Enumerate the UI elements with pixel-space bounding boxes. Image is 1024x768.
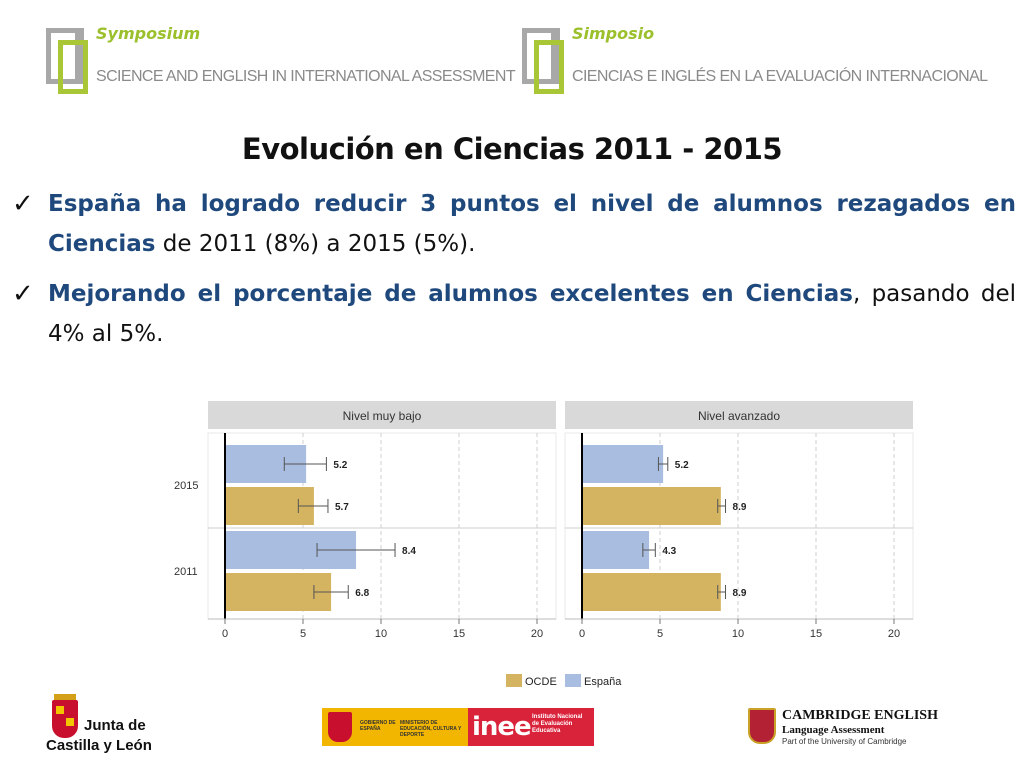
legend-swatch-españa bbox=[565, 674, 581, 687]
jcyl-line2: Castilla y León bbox=[46, 737, 152, 754]
data-label: 4.3 bbox=[662, 546, 676, 557]
bar-españa-2011 bbox=[582, 531, 650, 569]
checkmark-icon: ✓ bbox=[12, 279, 34, 309]
legend-swatch-ocde bbox=[506, 674, 522, 687]
cambridge-english-logo: CAMBRIDGE ENGLISH Language Assessment Pa… bbox=[746, 706, 976, 748]
cambridge-note: Part of the University of Cambridge bbox=[782, 737, 907, 746]
panel-title: Nivel avanzado bbox=[698, 409, 780, 423]
bullet-text: de 2011 (8%) a 2015 (5%). bbox=[155, 231, 476, 257]
cambridge-shield-icon bbox=[748, 708, 776, 744]
cambridge-title: CAMBRIDGE ENGLISH bbox=[782, 708, 938, 723]
x-tick-label: 5 bbox=[657, 628, 663, 640]
inee-wordmark: inee bbox=[472, 712, 532, 742]
bullet-text: , pasando del 4% al 5%. bbox=[48, 281, 1016, 347]
bar-ocde-2015 bbox=[582, 487, 721, 525]
data-label: 8.9 bbox=[733, 502, 747, 513]
x-tick-label: 5 bbox=[300, 628, 306, 640]
logo-square-grey bbox=[522, 28, 560, 84]
data-label: 8.4 bbox=[402, 546, 416, 557]
simposio-logo-es: Simposio CIENCIAS E INGLÉS EN LA EVALUAC… bbox=[520, 24, 988, 94]
category-label-2015: 2015 bbox=[174, 480, 198, 492]
data-label: 8.9 bbox=[733, 588, 747, 599]
inee-logo: inee Instituto Nacional de Evaluación Ed… bbox=[468, 708, 594, 746]
panel-header bbox=[565, 401, 913, 429]
data-label: 6.8 bbox=[355, 588, 369, 599]
symposium-subtitle: SCIENCE AND ENGLISH IN INTERNATIONAL ASS… bbox=[96, 68, 516, 85]
logo-square-green bbox=[58, 40, 88, 94]
x-tick-label: 15 bbox=[810, 628, 822, 640]
gov-text: GOBIERNO DE ESPAÑA bbox=[360, 720, 396, 732]
coat-of-arms-icon bbox=[52, 700, 78, 738]
slide-title: Evolución en Ciencias 2011 - 2015 bbox=[241, 132, 783, 166]
x-tick-label: 20 bbox=[888, 628, 900, 640]
bar-ocde-2011 bbox=[582, 573, 721, 611]
ministry-text: MINISTERIO DE EDUCACIÓN, CULTURA Y DEPOR… bbox=[400, 720, 462, 738]
simposio-subtitle: CIENCIAS E INGLÉS EN LA EVALUACIÓN INTER… bbox=[572, 68, 988, 85]
crown-icon bbox=[54, 694, 76, 700]
jcyl-line1: Junta de bbox=[84, 717, 146, 734]
legend-label-ocde: OCDE bbox=[525, 676, 557, 688]
bullet-bold-text: España ha logrado reducir 3 puntos el ni… bbox=[48, 191, 1016, 257]
inee-fullname: Instituto Nacional de Evaluación Educati… bbox=[532, 714, 583, 734]
bar-ocde-2011 bbox=[225, 573, 332, 611]
panel-header bbox=[208, 401, 556, 429]
x-tick-label: 0 bbox=[222, 628, 228, 640]
bullet-item: ✓ Mejorando el porcentaje de alumnos exc… bbox=[12, 274, 1016, 354]
checkmark-icon: ✓ bbox=[12, 189, 34, 219]
bullet-item: ✓ España ha logrado reducir 3 puntos el … bbox=[12, 184, 1016, 264]
category-label-2011: 2011 bbox=[174, 566, 198, 578]
logo-square-grey bbox=[46, 28, 84, 84]
bullet-list: ✓ España ha logrado reducir 3 puntos el … bbox=[12, 184, 1016, 364]
symposium-title: Symposium bbox=[96, 24, 201, 43]
bullet-bold-text: Mejorando el porcentaje de alumnos excel… bbox=[48, 281, 853, 307]
x-tick-label: 10 bbox=[375, 628, 387, 640]
legend-label-españa: España bbox=[584, 676, 622, 688]
x-tick-label: 20 bbox=[531, 628, 543, 640]
symposium-logo-en: Symposium SCIENCE AND ENGLISH IN INTERNA… bbox=[44, 24, 516, 94]
simposio-title: Simposio bbox=[572, 24, 655, 43]
data-label: 5.7 bbox=[335, 502, 349, 513]
spain-crest-icon bbox=[328, 712, 352, 742]
cambridge-subtitle: Language Assessment bbox=[782, 724, 885, 736]
x-tick-label: 15 bbox=[453, 628, 465, 640]
logo-square-green bbox=[534, 40, 564, 94]
gobierno-espana-logo: GOBIERNO DE ESPAÑA MINISTERIO DE EDUCACI… bbox=[322, 708, 468, 746]
data-label: 5.2 bbox=[675, 460, 689, 471]
panel-title: Nivel muy bajo bbox=[343, 409, 422, 423]
x-tick-label: 0 bbox=[579, 628, 585, 640]
junta-castilla-leon-logo: Junta de Castilla y León bbox=[44, 694, 164, 758]
data-label: 5.2 bbox=[333, 460, 347, 471]
bar-españa-2015 bbox=[582, 445, 664, 483]
x-tick-label: 10 bbox=[732, 628, 744, 640]
